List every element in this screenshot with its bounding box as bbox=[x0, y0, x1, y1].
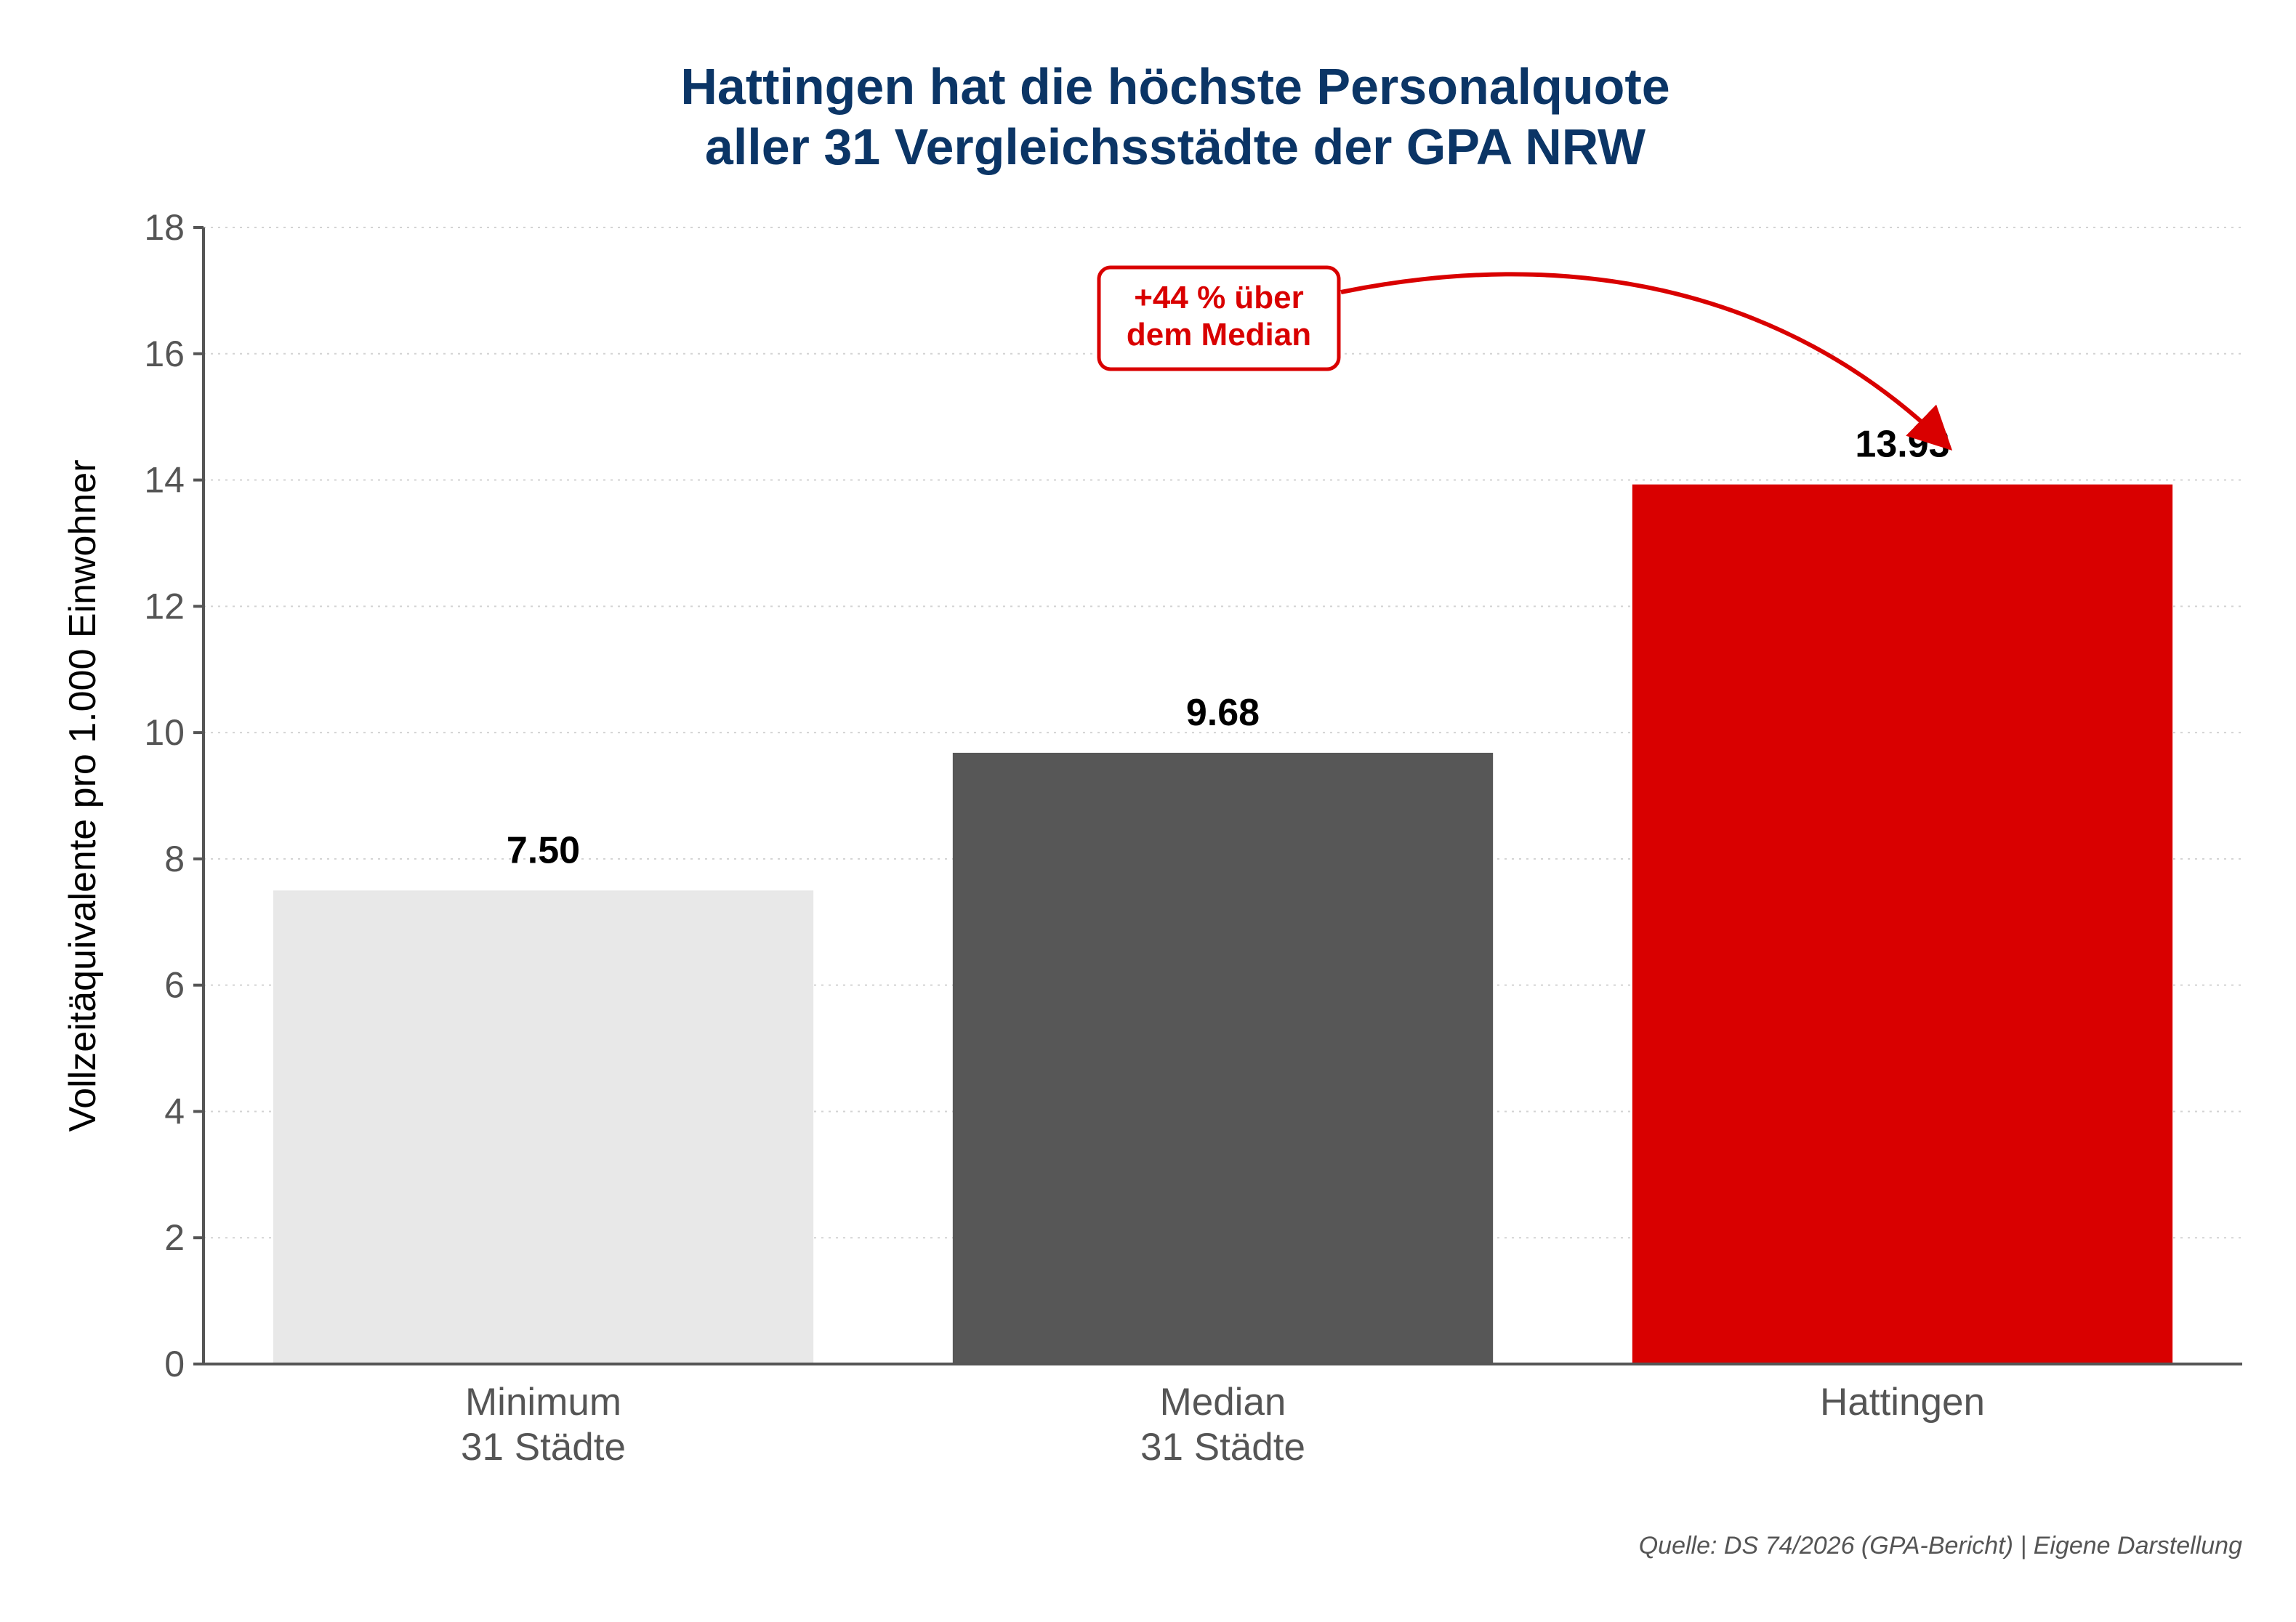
y-tick-label: 8 bbox=[164, 839, 185, 879]
bars bbox=[273, 484, 2173, 1365]
x-tick-label: Median bbox=[1160, 1381, 1286, 1424]
bar bbox=[273, 890, 814, 1364]
y-tick-label: 0 bbox=[164, 1344, 185, 1384]
y-tick-label: 12 bbox=[144, 586, 185, 626]
value-label: 13.93 bbox=[1855, 424, 1949, 466]
x-tick-label: 31 Städte bbox=[461, 1426, 626, 1469]
y-tick-label: 14 bbox=[144, 460, 185, 501]
y-axis-label: Vollzeitäquivalente pro 1.000 Einwohner bbox=[62, 459, 104, 1131]
chart-title-line-1: Hattingen hat die höchste Personalquote bbox=[680, 58, 1669, 115]
annotation: +44 % über dem Median bbox=[1097, 265, 1953, 451]
chart-title-line-2: aller 31 Vergleichsstädte der GPA NRW bbox=[705, 118, 1646, 175]
bar bbox=[1632, 484, 2173, 1365]
chart-title: Hattingen hat die höchste Personalquote … bbox=[680, 58, 1669, 175]
y-tick-label: 10 bbox=[144, 712, 185, 753]
y-tick-label: 16 bbox=[144, 334, 185, 374]
y-tick-labels: 0 2 4 6 8 10 12 14 16 18 bbox=[144, 207, 185, 1384]
x-tick-label: 31 Städte bbox=[1140, 1426, 1305, 1469]
x-tick-label: Minimum bbox=[465, 1381, 621, 1424]
y-tick-label: 6 bbox=[164, 965, 185, 1006]
y-tick-label: 4 bbox=[164, 1091, 185, 1131]
annotation-box bbox=[1097, 265, 1341, 371]
annotation-arrow bbox=[1340, 272, 1953, 451]
y-tick-label: 2 bbox=[164, 1217, 185, 1258]
bar bbox=[952, 752, 1494, 1364]
annotation-line-1: +44 % über bbox=[1134, 280, 1304, 315]
value-label: 7.50 bbox=[507, 829, 580, 871]
y-tick-label: 18 bbox=[144, 207, 185, 248]
value-label: 9.68 bbox=[1186, 692, 1260, 734]
source-note: Quelle: DS 74/2026 (GPA-Bericht) | Eigen… bbox=[1639, 1532, 2242, 1560]
annotation-line-2: dem Median bbox=[1127, 317, 1311, 352]
x-tick-label: Hattingen bbox=[1820, 1381, 1985, 1424]
axes bbox=[193, 226, 2242, 1365]
